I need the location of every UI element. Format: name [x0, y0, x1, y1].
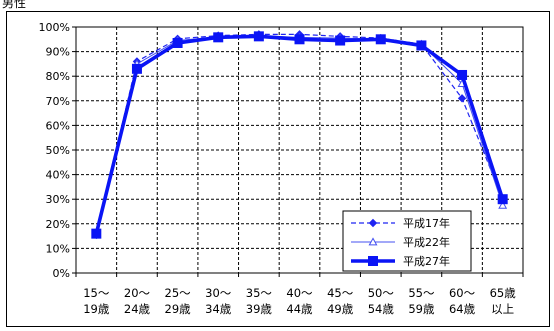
- legend-item-3: 平成27年: [351, 254, 450, 268]
- data-point-triangle: [368, 237, 378, 246]
- data-point-square: [294, 34, 305, 45]
- x-tick-label: 24歳: [124, 302, 151, 316]
- data-point-square: [457, 69, 468, 80]
- data-point-diamond: [457, 94, 467, 103]
- data-point-square: [368, 256, 378, 266]
- x-tick-label: 65歳: [490, 286, 517, 300]
- x-tick-label: 50～: [368, 286, 395, 300]
- y-tick-label: 70%: [46, 95, 70, 108]
- series-3: [91, 31, 508, 239]
- x-tick-label: 39歳: [246, 302, 273, 316]
- x-tick-label: 60～: [449, 286, 476, 300]
- x-tick-label: 35～: [246, 286, 273, 300]
- x-tick-label: 49歳: [327, 302, 354, 316]
- data-point-square: [335, 35, 346, 46]
- legend-item-1: 平成17年: [351, 216, 450, 230]
- data-point-triangle: [498, 200, 508, 209]
- data-point-diamond: [368, 218, 378, 228]
- x-tick-label: 44歳: [286, 302, 313, 316]
- x-tick-label: 19歳: [83, 302, 110, 316]
- y-tick-label: 40%: [46, 169, 70, 182]
- y-tick-label: 60%: [46, 119, 70, 132]
- data-point-square: [416, 40, 427, 51]
- legend-item-2: 平成22年: [351, 235, 450, 249]
- y-axis-ticks: 0% 10% 20% 30% 40% 50% 60% 70% 80% 90% 100%: [39, 21, 76, 280]
- data-point-square: [253, 31, 264, 42]
- legend-label: 平成17年: [403, 216, 450, 230]
- x-tick-label: 55～: [408, 286, 435, 300]
- y-tick-label: 100%: [39, 21, 70, 34]
- y-tick-label: 90%: [46, 46, 70, 59]
- x-tick-label: 64歳: [449, 302, 476, 316]
- chart-corner-label: 男性: [2, 0, 27, 10]
- legend-label: 平成22年: [403, 235, 450, 249]
- y-tick-label: 30%: [46, 193, 70, 206]
- data-point-square: [172, 37, 183, 48]
- x-tick-label: 40～: [286, 286, 313, 300]
- x-tick-label: 25～: [165, 286, 192, 300]
- data-point-square: [131, 63, 142, 74]
- x-tick-label: 45～: [327, 286, 354, 300]
- x-tick-label: 54歳: [368, 302, 395, 316]
- x-tick-label: 30～: [205, 286, 232, 300]
- x-tick-label: 15～: [83, 286, 110, 300]
- y-tick-label: 10%: [46, 242, 70, 255]
- series-group: [91, 30, 508, 240]
- x-tick-label: 以上: [491, 302, 514, 316]
- chart-frame: [6, 11, 550, 327]
- y-tick-label: 50%: [46, 144, 70, 157]
- x-tick-label: 20～: [124, 286, 151, 300]
- data-point-square: [91, 228, 102, 239]
- y-tick-label: 20%: [46, 218, 70, 231]
- x-tick-label: 34歳: [205, 302, 232, 316]
- y-tick-label: 0%: [53, 267, 70, 280]
- x-axis-ticks: 15～ 19歳 20～ 24歳 25～ 29歳 30～ 34歳 35～ 39歳 40～ 44歳 45～ 4…: [75, 273, 524, 316]
- legend-label: 平成27年: [403, 254, 450, 268]
- data-point-square: [375, 34, 386, 45]
- x-tick-label: 29歳: [165, 302, 192, 316]
- data-point-square: [213, 32, 224, 43]
- data-point-square: [497, 194, 508, 205]
- x-tick-label: 59歳: [408, 302, 435, 316]
- y-tick-label: 80%: [46, 70, 70, 83]
